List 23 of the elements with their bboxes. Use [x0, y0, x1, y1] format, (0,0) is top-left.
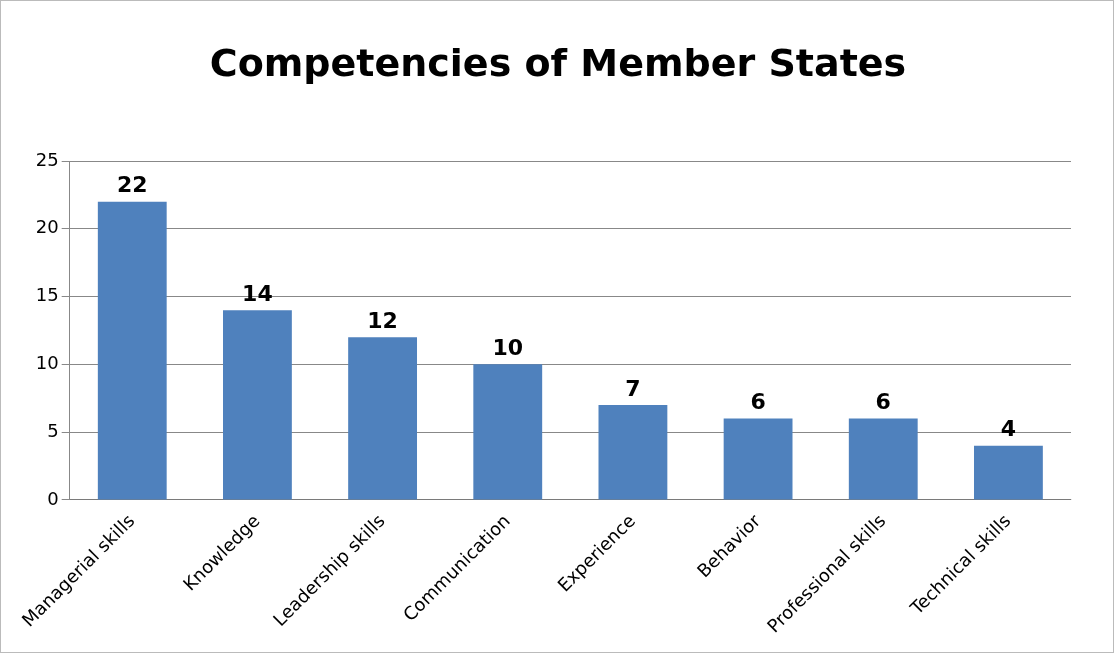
data-label: 12 [367, 307, 398, 333]
bar [598, 405, 668, 500]
data-label: 6 [875, 389, 891, 415]
bar [974, 445, 1043, 500]
data-label: 14 [242, 280, 273, 306]
data-label: 7 [625, 375, 641, 401]
data-label: 6 [750, 389, 766, 415]
bar [223, 310, 292, 500]
y-tick-label: 15 [35, 284, 59, 306]
bar [348, 337, 418, 500]
y-tick-label: 10 [35, 352, 59, 374]
y-tick-label: 0 [47, 487, 59, 509]
bar [848, 418, 918, 500]
data-label: 22 [116, 172, 148, 198]
chart-title: Competencies of Member States [208, 41, 908, 85]
y-tick-label: 20 [35, 216, 59, 238]
data-label: 4 [1000, 416, 1017, 442]
y-tick-label: 5 [47, 419, 59, 441]
data-label: 10 [492, 335, 524, 361]
bar [473, 364, 543, 500]
bar [97, 201, 167, 500]
bar [723, 418, 793, 500]
y-tick-label: 25 [35, 148, 59, 170]
